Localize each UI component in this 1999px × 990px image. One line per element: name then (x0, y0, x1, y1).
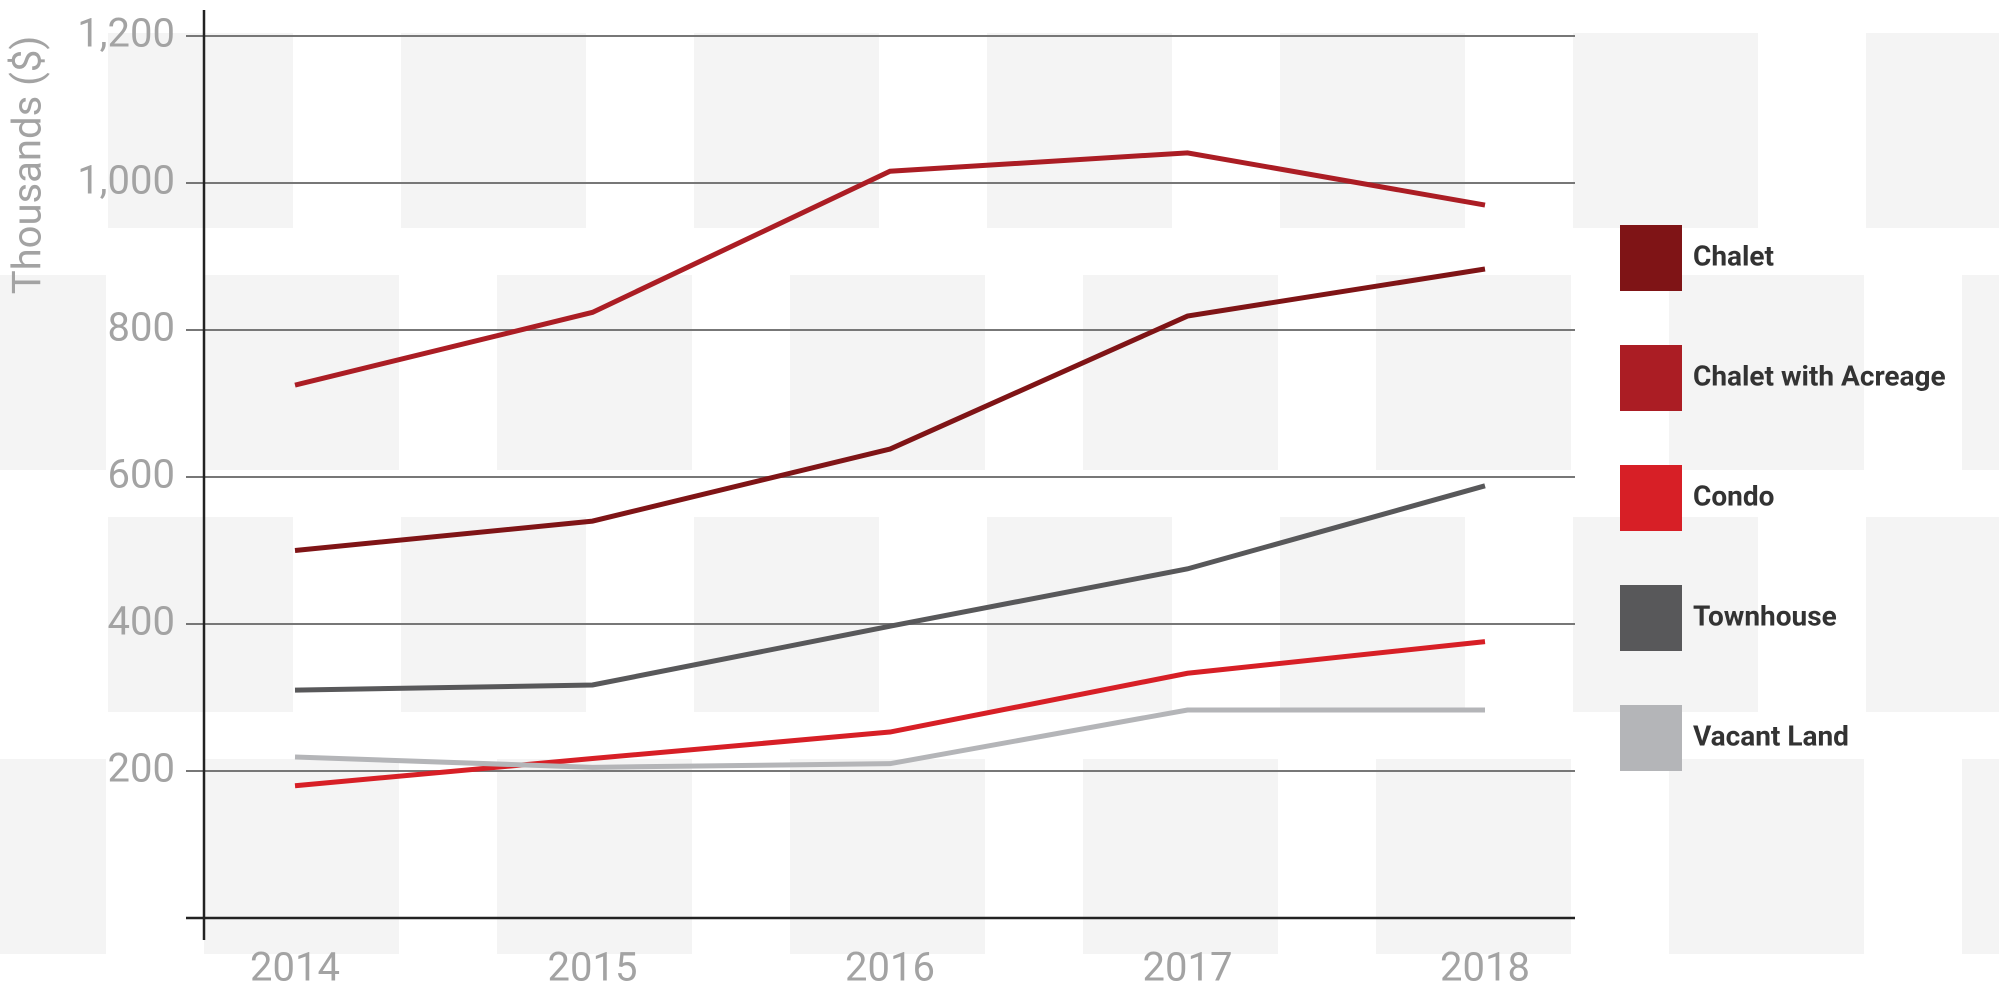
series-line (294, 150, 1486, 388)
legend-label: Chalet (1693, 239, 1774, 272)
x-tick-label: 2017 (1143, 944, 1233, 990)
y-tick-label: 800 (108, 304, 175, 351)
legend-swatch (1620, 705, 1682, 771)
legend-swatch (1620, 225, 1682, 291)
series-line (294, 707, 1485, 770)
legend-label: Townhouse (1693, 599, 1837, 632)
y-tick-label: 200 (108, 745, 175, 792)
x-tick-label: 2014 (250, 944, 340, 990)
legend-swatch (1620, 585, 1682, 651)
x-tick-label: 2016 (845, 944, 935, 990)
legend-label: Vacant Land (1693, 719, 1849, 752)
y-tick-label: 1,200 (77, 10, 175, 57)
legend-label: Chalet with Acreage (1693, 359, 1946, 392)
y-axis-label: Thousands ($) (4, 36, 51, 294)
y-tick-label: 1,000 (77, 157, 175, 204)
legend-swatch (1620, 345, 1682, 411)
series-line (294, 639, 1486, 789)
legend-label: Condo (1693, 479, 1774, 512)
series-line (294, 483, 1486, 693)
x-tick-label: 2015 (548, 944, 638, 990)
legend-swatch (1620, 465, 1682, 531)
plot-area: 200 400 600 800 1,000 1,200 2014 2015 2016 2017 20… (77, 10, 1945, 990)
y-tick-label: 600 (108, 451, 175, 498)
x-tick-label: 2018 (1440, 944, 1530, 990)
series-line (294, 266, 1486, 553)
y-tick-label: 400 (108, 598, 175, 645)
